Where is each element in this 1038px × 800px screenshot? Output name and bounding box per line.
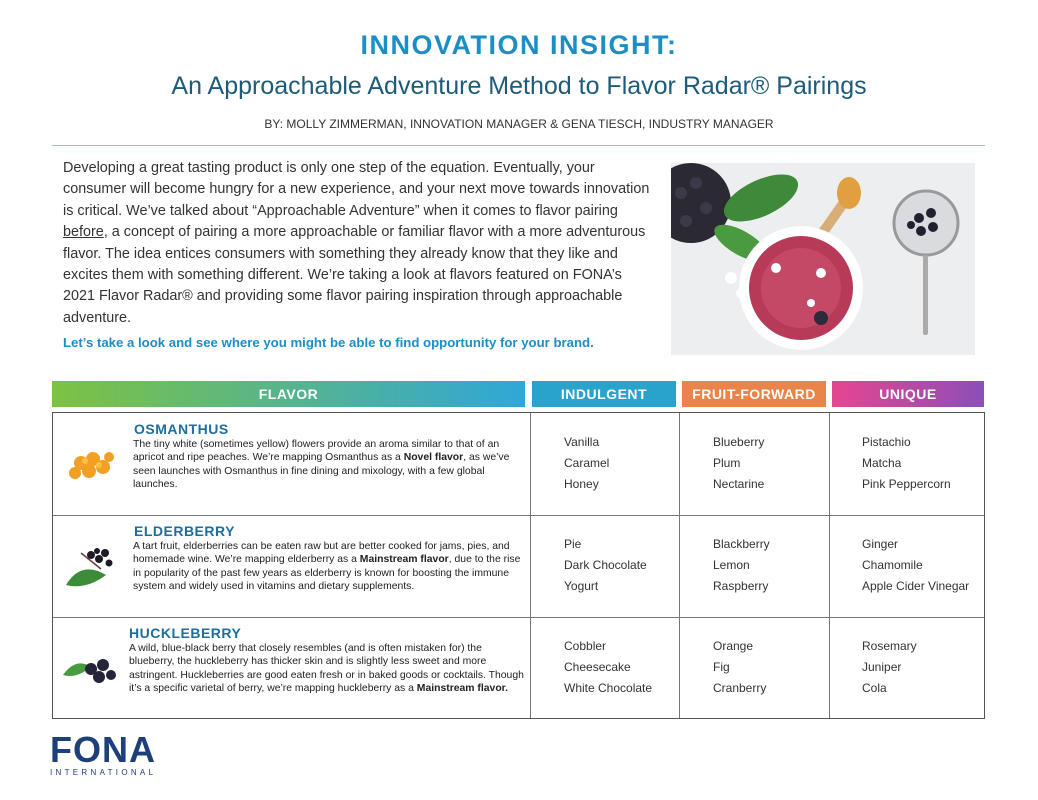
description-text: , as we’ve seen launches with Osmanthus …	[133, 452, 510, 491]
description-text: A tart fruit, elderberries can be eaten …	[133, 541, 510, 566]
table: OSMANTHUS The tiny white (sometimes yello…	[52, 412, 985, 719]
pairing-fruit-forward: Raspberry	[713, 579, 769, 593]
pairing-unique: Rosemary	[862, 639, 917, 653]
pairing-fruit-forward: Blueberry	[713, 435, 765, 449]
flavor-description: A tart fruit, elderberries can be eaten …	[133, 540, 531, 594]
logo-wordmark: FONA	[50, 729, 156, 770]
huckleberry-icon	[63, 659, 116, 683]
pairing-indulgent: Pie	[564, 537, 582, 551]
description-text: A wild, blue-black berry that closely re…	[129, 643, 524, 695]
callout: Let’s take a look and see where you migh…	[63, 335, 594, 350]
pairing-indulgent: Dark Chocolate	[564, 558, 647, 572]
pairing-unique: Pistachio	[862, 435, 911, 449]
flavor-status: Novel flavor	[403, 452, 464, 464]
underlined-link: before	[63, 224, 104, 241]
header-flavor: FLAVOR	[52, 381, 525, 407]
subtitle: An Approachable Adventure Method to Flav…	[171, 72, 867, 100]
intro-text: , a concept of pairing a more approachab…	[63, 224, 646, 326]
pairing-indulgent: Yogurt	[564, 579, 599, 593]
pairing-fruit-forward: Nectarine	[713, 477, 765, 491]
pairing-unique: Apple Cider Vinegar	[862, 579, 970, 593]
logo-tagline: INTERNATIONAL	[50, 768, 157, 777]
header-unique: UNIQUE	[832, 381, 984, 407]
pairing-indulgent: Honey	[564, 477, 599, 491]
pairing-indulgent: Vanilla	[564, 435, 600, 449]
title: INNOVATION INSIGHT:	[360, 30, 678, 60]
pairing-fruit-forward: Fig	[713, 660, 730, 674]
pairing-unique: Matcha	[862, 456, 902, 470]
pairing-unique: Juniper	[862, 660, 902, 674]
flavor-name: OSMANTHUS	[134, 421, 229, 437]
column-divider	[530, 413, 531, 718]
logo: FONA INTERNATIONAL	[50, 729, 157, 778]
flavor-status: Mainstream flavor	[359, 554, 449, 566]
intro-text: Developing a great tasting product is on…	[63, 160, 650, 219]
pairing-fruit-forward: Lemon	[713, 558, 750, 572]
column-divider	[829, 413, 830, 718]
pairing-fruit-forward: Plum	[713, 456, 741, 470]
byline: BY: MOLLY ZIMMERMAN, INNOVATION MANAGER …	[264, 117, 774, 131]
divider	[52, 145, 985, 146]
pairing-indulgent: White Chocolate	[564, 681, 653, 695]
flavor-name: HUCKLEBERRY	[129, 625, 242, 641]
pairing-unique: Ginger	[862, 537, 899, 551]
intro-paragraph: Developing a great tasting product is on…	[63, 158, 653, 329]
pairing-indulgent: Cobbler	[564, 639, 607, 653]
elderberry-icon	[66, 548, 113, 587]
pairing-indulgent: Cheesecake	[564, 660, 631, 674]
row-divider	[53, 617, 984, 618]
pairing-unique: Cola	[862, 681, 887, 695]
row-divider	[53, 515, 984, 516]
photo	[671, 163, 975, 355]
pairing-fruit-forward: Cranberry	[713, 681, 767, 695]
pairing-unique: Pink Peppercorn	[862, 477, 951, 491]
pairing-fruit-forward: Blackberry	[713, 537, 770, 551]
header-indulgent: INDULGENT	[532, 381, 676, 407]
description-text: , due to the rise in popularity of the p…	[133, 554, 521, 593]
column-divider	[679, 413, 680, 718]
pairing-fruit-forward: Orange	[713, 639, 754, 653]
header-fruit-forward: FRUIT-FORWARD	[682, 381, 826, 407]
osmanthus-icon	[69, 452, 114, 479]
description-text: The tiny white (sometimes yellow) flower…	[133, 439, 500, 464]
flavor-name: ELDERBERRY	[134, 523, 235, 539]
flavor-description: A wild, blue-black berry that closely re…	[129, 642, 527, 696]
pairing-indulgent: Caramel	[564, 456, 610, 470]
flavor-description: The tiny white (sometimes yellow) flower…	[133, 438, 531, 492]
pairing-unique: Chamomile	[862, 558, 923, 572]
flavor-status: Mainstream flavor.	[416, 683, 509, 695]
